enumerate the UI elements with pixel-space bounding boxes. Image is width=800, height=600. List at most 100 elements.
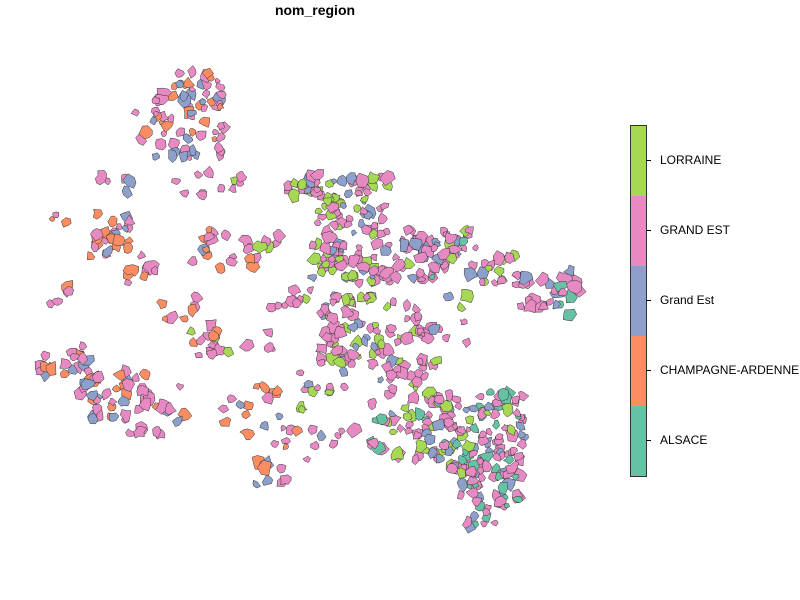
commune-polygon [466, 426, 472, 433]
commune-polygon [238, 338, 255, 352]
commune-polygon [199, 98, 207, 105]
commune-polygon [63, 286, 75, 297]
commune-polygon [546, 298, 554, 306]
commune-polygon [465, 486, 479, 499]
commune-polygon [411, 376, 423, 388]
commune-polygon [457, 489, 465, 500]
commune-polygon [303, 379, 314, 388]
commune-polygon [265, 303, 277, 313]
commune-polygon [304, 186, 312, 194]
commune-polygon [484, 401, 495, 411]
commune-polygon [392, 253, 401, 261]
commune-polygon [328, 220, 339, 231]
legend-label-lorraine: LORRAINE [660, 153, 722, 167]
commune-polygon [270, 440, 279, 448]
commune-polygon [374, 348, 382, 356]
commune-polygon [296, 369, 305, 377]
commune-polygon [112, 233, 126, 247]
commune-polygon [458, 454, 469, 465]
commune-polygon [403, 224, 415, 236]
legend-color-bar [630, 125, 647, 477]
commune-polygon [91, 371, 105, 383]
commune-polygon [344, 220, 353, 229]
commune-polygon [378, 212, 388, 225]
commune-polygon [343, 189, 353, 199]
commune-polygon [338, 427, 346, 436]
commune-polygon [403, 256, 416, 269]
commune-polygon [276, 464, 287, 474]
commune-polygon [329, 298, 338, 307]
commune-polygon [112, 369, 126, 381]
commune-polygon [205, 348, 218, 360]
commune-polygon [218, 416, 232, 427]
legend-label-champagne-ardenne: CHAMPAGNE-ARDENNE [660, 363, 800, 377]
commune-polygon [314, 207, 323, 214]
commune-polygon [122, 264, 139, 277]
commune-polygon [354, 278, 364, 289]
commune-polygon [442, 333, 451, 343]
commune-polygon [421, 417, 433, 426]
commune-polygon [501, 402, 514, 418]
commune-polygon [333, 259, 348, 272]
commune-polygon [435, 453, 445, 464]
commune-polygon [259, 421, 269, 431]
commune-polygon [456, 476, 468, 493]
commune-polygon [492, 419, 500, 430]
legend-label-grand-est: Grand Est [660, 293, 715, 307]
commune-polygon [336, 174, 348, 187]
commune-polygon [479, 277, 486, 286]
commune-polygon [389, 297, 397, 307]
commune-polygon [175, 79, 185, 89]
commune-polygon [321, 331, 334, 343]
commune-polygon [416, 357, 424, 365]
commune-polygon [495, 433, 504, 441]
commune-polygon [275, 412, 284, 420]
commune-polygon [461, 515, 472, 529]
commune-polygon [298, 404, 306, 414]
commune-polygon [239, 428, 256, 441]
commune-polygon [262, 473, 273, 486]
commune-polygon [366, 438, 379, 450]
commune-polygon [517, 390, 530, 402]
commune-polygon [313, 219, 322, 227]
commune-polygon [428, 273, 436, 280]
commune-polygon [201, 89, 210, 100]
commune-polygon [175, 127, 185, 137]
commune-polygon [490, 279, 499, 287]
commune-polygon [198, 117, 210, 128]
legend-tick [646, 230, 651, 231]
commune-polygon [552, 299, 561, 310]
commune-polygon [384, 241, 393, 248]
commune-polygon [155, 138, 167, 150]
commune-polygon [407, 390, 419, 405]
commune-polygon [317, 213, 327, 221]
commune-polygon [187, 303, 199, 318]
commune-polygon [309, 169, 324, 181]
commune-polygon [179, 189, 190, 198]
commune-polygon [130, 108, 140, 117]
commune-polygon [352, 343, 360, 352]
commune-polygon [215, 132, 226, 143]
commune-polygon [389, 428, 399, 435]
commune-polygon [423, 433, 436, 446]
commune-polygon [313, 384, 321, 392]
commune-polygon [174, 68, 185, 78]
commune-polygon [379, 170, 396, 187]
commune-polygon [452, 438, 462, 449]
commune-polygon [497, 387, 510, 402]
commune-polygon [445, 463, 459, 474]
commune-polygon [40, 350, 50, 361]
commune-polygon [511, 270, 521, 281]
commune-polygon [462, 337, 471, 348]
commune-polygon [212, 326, 223, 336]
commune-polygon [563, 264, 575, 277]
commune-polygon [482, 459, 493, 473]
commune-polygon [131, 426, 148, 439]
commune-polygon [519, 270, 534, 286]
commune-polygon [121, 378, 136, 392]
commune-polygon [89, 228, 104, 241]
commune-polygon [87, 251, 96, 261]
commune-polygon [236, 171, 248, 183]
commune-polygon [400, 331, 414, 345]
commune-polygon [404, 315, 411, 323]
